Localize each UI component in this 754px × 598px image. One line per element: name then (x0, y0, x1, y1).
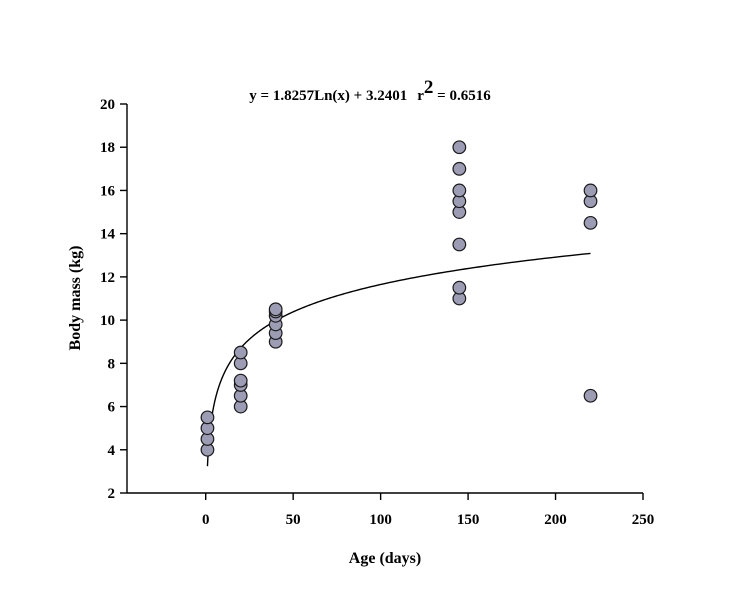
data-point (452, 183, 467, 198)
x-axis-label: Age (days) (349, 550, 421, 567)
y-tick-label: 6 (108, 400, 116, 416)
r-squared-exponent: 2 (424, 77, 434, 98)
x-tick-label: 250 (632, 512, 655, 528)
data-point (452, 280, 467, 295)
data-points (200, 140, 598, 457)
y-tick-label: 2 (108, 486, 116, 502)
y-tick-label: 8 (108, 356, 116, 372)
x-tick-label: 200 (544, 512, 567, 528)
data-point (268, 302, 283, 317)
data-point (583, 183, 598, 198)
x-tick-label: 100 (369, 512, 392, 528)
r-squared-label: r (417, 88, 424, 104)
trendline-group (206, 252, 591, 467)
y-tick-label: 20 (100, 97, 115, 113)
data-point (452, 140, 467, 155)
chart-title: y = 1.8257Ln(x) + 3.2401 r2 = 0.6516 (249, 77, 491, 104)
regression-equation: y = 1.8257Ln(x) + 3.2401 (249, 88, 407, 104)
y-tick-label: 12 (100, 270, 115, 286)
y-axis-label: Body mass (kg) (67, 246, 84, 351)
data-point (200, 410, 215, 425)
y-tick-label: 4 (108, 443, 116, 459)
y-tick-label: 10 (100, 313, 115, 329)
data-point (583, 388, 598, 403)
data-point (452, 161, 467, 176)
r-squared-value: = 0.6516 (433, 88, 491, 104)
y-tick-label: 16 (100, 183, 116, 199)
data-point (452, 237, 467, 252)
data-point (583, 215, 598, 230)
y-tick-label: 14 (100, 227, 116, 243)
x-tick-label: 0 (202, 512, 210, 528)
y-tick-label: 18 (100, 140, 115, 156)
data-point (233, 345, 248, 360)
data-point (233, 373, 248, 388)
x-tick-label: 150 (457, 512, 480, 528)
trendline-curve (206, 252, 591, 467)
x-tick-label: 50 (286, 512, 301, 528)
